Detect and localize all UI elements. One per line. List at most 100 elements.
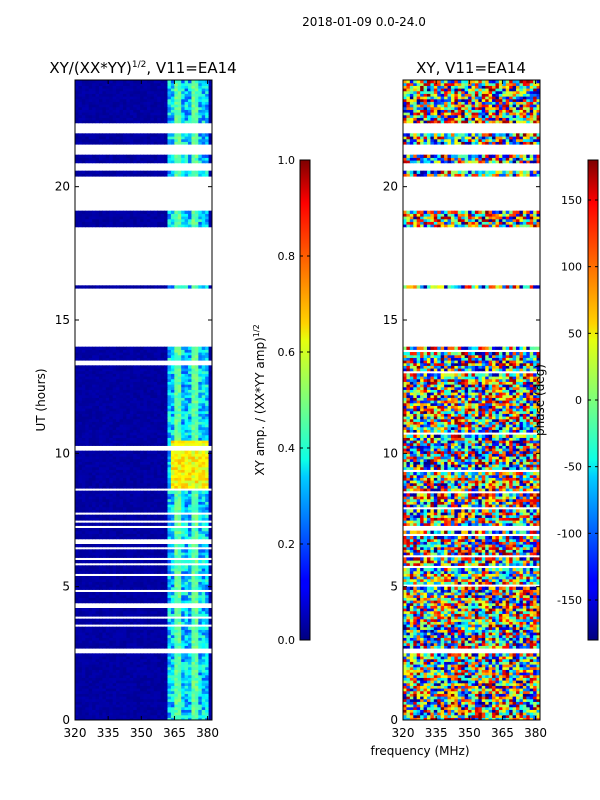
amplitude-cell <box>143 669 148 673</box>
amplitude-cell <box>181 536 186 540</box>
amplitude-cell <box>191 576 196 580</box>
amplitude-cell <box>208 717 212 720</box>
amplitude-cell <box>92 632 97 636</box>
amplitude-cell <box>129 677 134 681</box>
amplitude-cell <box>146 698 151 702</box>
amplitude-cell <box>122 213 127 217</box>
amplitude-cell <box>188 594 193 598</box>
amplitude-cell <box>109 669 114 673</box>
amplitude-cell <box>105 701 110 705</box>
amplitude-cell <box>129 640 134 644</box>
amplitude-cell <box>129 410 134 414</box>
amplitude-cell <box>170 690 175 694</box>
amplitude-cell <box>136 653 141 657</box>
amplitude-cell <box>194 285 199 289</box>
amplitude-cell <box>140 712 145 716</box>
amplitude-cell <box>81 645 86 649</box>
amplitude-cell <box>160 378 165 382</box>
amplitude-cell <box>146 434 151 438</box>
amplitude-cell <box>133 485 138 489</box>
amplitude-cell <box>126 584 131 588</box>
amplitude-cell <box>78 570 83 574</box>
amplitude-cell <box>95 626 100 630</box>
amplitude-cell <box>88 213 93 217</box>
amplitude-cell <box>153 368 158 372</box>
amplitude-cell <box>191 418 196 422</box>
amplitude-cell <box>81 698 86 702</box>
amplitude-cell <box>167 570 172 574</box>
amplitude-cell <box>102 669 107 673</box>
amplitude-cell <box>119 693 124 697</box>
amplitude-cell <box>129 666 134 670</box>
amplitude-cell <box>119 394 124 398</box>
amplitude-cell <box>98 346 103 350</box>
amplitude-cell <box>205 389 210 393</box>
amplitude-cell <box>112 498 117 502</box>
amplitude-cell <box>75 221 80 225</box>
amplitude-cell <box>208 370 212 374</box>
amplitude-cell <box>143 381 148 385</box>
amplitude-cell <box>198 413 203 417</box>
amplitude-cell <box>109 224 114 228</box>
amplitude-cell <box>188 576 193 580</box>
amplitude-cell <box>126 626 131 630</box>
amplitude-cell <box>102 522 107 526</box>
amplitude-cell <box>143 352 148 356</box>
amplitude-cell <box>102 688 107 692</box>
amplitude-cell <box>136 704 141 708</box>
amplitude-cell <box>78 416 83 420</box>
amplitude-cell <box>160 656 165 660</box>
amplitude-cell <box>174 368 179 372</box>
amplitude-cell <box>85 672 90 676</box>
amplitude-cell <box>188 490 193 494</box>
amplitude-cell <box>194 469 199 473</box>
amplitude-cell <box>167 706 172 710</box>
amplitude-cell <box>105 461 110 465</box>
amplitude-cell <box>102 517 107 521</box>
amplitude-cell <box>164 613 169 617</box>
amplitude-cell <box>112 394 117 398</box>
amplitude-cell <box>81 453 86 457</box>
amplitude-cell <box>174 501 179 505</box>
amplitude-panel-title: XY/(XX*YY)1/2, V11=EA14 <box>49 59 236 77</box>
amplitude-cell <box>98 533 103 537</box>
amplitude-cell <box>136 221 141 225</box>
amplitude-cell <box>126 514 131 518</box>
amplitude-cell <box>102 490 107 494</box>
amplitude-cell <box>129 450 134 454</box>
amplitude-cell <box>201 221 206 225</box>
amplitude-cell <box>122 600 127 604</box>
amplitude-cell <box>167 696 172 700</box>
amplitude-cell <box>194 506 199 510</box>
amplitude-cell <box>133 696 138 700</box>
amplitude-cell <box>102 357 107 361</box>
amplitude-cell <box>119 376 124 380</box>
amplitude-cell <box>75 386 80 390</box>
amplitude-cell <box>167 440 172 444</box>
amplitude-cell <box>194 653 199 657</box>
amplitude-cell <box>153 560 158 564</box>
amplitude-cell <box>85 560 90 564</box>
amplitude-cell <box>170 533 175 537</box>
amplitude-cell <box>105 386 110 390</box>
amplitude-cell <box>157 365 162 369</box>
amplitude-cell <box>116 501 121 505</box>
amplitude-cell <box>136 442 141 446</box>
amplitude-cell <box>122 464 127 468</box>
amplitude-cell <box>150 477 155 481</box>
amplitude-cell <box>81 480 86 484</box>
amplitude-cell <box>126 613 131 617</box>
amplitude-cell <box>198 354 203 358</box>
amplitude-cell <box>109 354 114 358</box>
amplitude-cell <box>167 410 172 414</box>
amplitude-cell <box>164 352 169 356</box>
amplitude-cell <box>75 674 80 678</box>
amplitude-cell <box>75 368 80 372</box>
amplitude-cell <box>95 578 100 582</box>
amplitude-cell <box>181 581 186 585</box>
amplitude-cell <box>181 626 186 630</box>
amplitude-cell <box>167 522 172 526</box>
amplitude-cell <box>133 685 138 689</box>
amplitude-cell <box>198 485 203 489</box>
amplitude-cell <box>164 680 169 684</box>
